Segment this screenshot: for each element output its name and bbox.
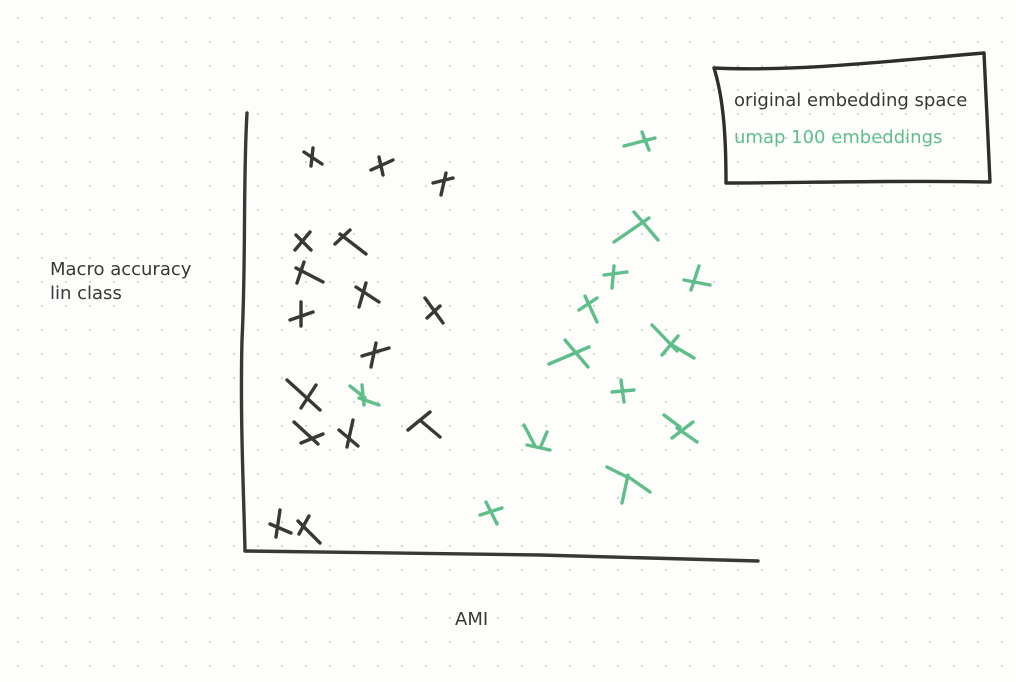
point-original xyxy=(431,171,455,197)
point-original xyxy=(294,260,325,285)
point-umap xyxy=(622,130,657,152)
point-original xyxy=(333,228,368,256)
point-original xyxy=(285,378,322,412)
point-original xyxy=(354,281,381,309)
point-umap xyxy=(662,413,699,444)
point-umap xyxy=(682,264,712,292)
point-original xyxy=(369,155,395,177)
point-original xyxy=(406,410,442,439)
point-original xyxy=(268,508,293,539)
point-original xyxy=(302,146,324,168)
point-umap xyxy=(478,500,504,526)
point-umap xyxy=(610,378,636,404)
legend-entry-umap: umap 100 embeddings xyxy=(734,127,943,148)
point-original xyxy=(296,514,322,545)
point-original xyxy=(293,230,313,252)
point-umap xyxy=(522,423,552,452)
point-original xyxy=(288,300,315,328)
point-umap xyxy=(602,264,629,290)
point-umap xyxy=(612,210,660,244)
legend-entry-original: original embedding space xyxy=(734,90,968,111)
y-axis-label-line-1: Macro accuracy xyxy=(50,259,192,280)
x-axis-label: AMI xyxy=(455,609,489,630)
point-umap xyxy=(650,323,696,360)
y-axis-label: Macro accuracy lin class xyxy=(50,258,191,306)
point-umap xyxy=(348,383,381,407)
point-umap xyxy=(547,338,591,369)
legend-box xyxy=(712,51,992,185)
y-axis-label-line-2: lin class xyxy=(50,283,122,304)
point-umap xyxy=(577,294,599,324)
y-axis-line xyxy=(239,111,249,553)
series-umap xyxy=(348,130,712,526)
point-original xyxy=(423,296,445,325)
point-original xyxy=(360,341,391,369)
point-umap xyxy=(605,465,652,505)
axes xyxy=(239,111,760,563)
point-original xyxy=(337,418,360,449)
x-axis-line xyxy=(243,549,760,563)
series-original xyxy=(268,146,455,545)
point-original xyxy=(292,420,325,446)
